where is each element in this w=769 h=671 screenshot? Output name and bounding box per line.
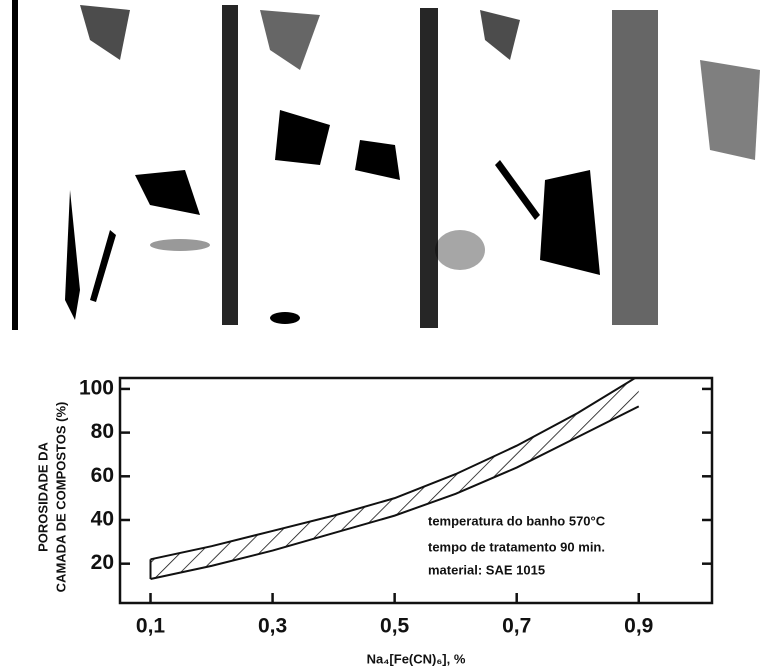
y-tick-label: 80 bbox=[91, 420, 114, 443]
band bbox=[149, 378, 640, 580]
y-tick-label: 100 bbox=[79, 376, 114, 399]
band-lower bbox=[150, 405, 640, 580]
y-tick-label: 60 bbox=[91, 464, 114, 487]
micrographs bbox=[12, 0, 760, 330]
annotation: material: SAE 1015 bbox=[428, 562, 545, 577]
annotation: tempo de tratamento 90 min. bbox=[428, 539, 605, 554]
band-upper bbox=[150, 378, 638, 561]
x-axis-label: Na₄[Fe(CN)₆], % bbox=[367, 651, 466, 666]
x-tick-label: 0,1 bbox=[136, 615, 166, 638]
x-tick-label: 0,9 bbox=[624, 615, 653, 638]
x-tick-label: 0,5 bbox=[380, 615, 410, 638]
x-tick-label: 0,7 bbox=[502, 615, 531, 638]
y-axis-label: CAMADA DE COMPOSTOS (%) bbox=[53, 402, 68, 593]
x-tick-label: 0,3 bbox=[258, 615, 287, 638]
y-axis-label: POROSIDADE DA bbox=[35, 441, 50, 551]
y-tick-label: 20 bbox=[91, 551, 114, 574]
y-tick-label: 40 bbox=[91, 508, 114, 531]
plot bbox=[149, 378, 640, 580]
annotation: temperatura do banho 570°C bbox=[428, 513, 606, 528]
band-fill bbox=[150, 378, 639, 579]
plot-frame bbox=[118, 376, 714, 605]
